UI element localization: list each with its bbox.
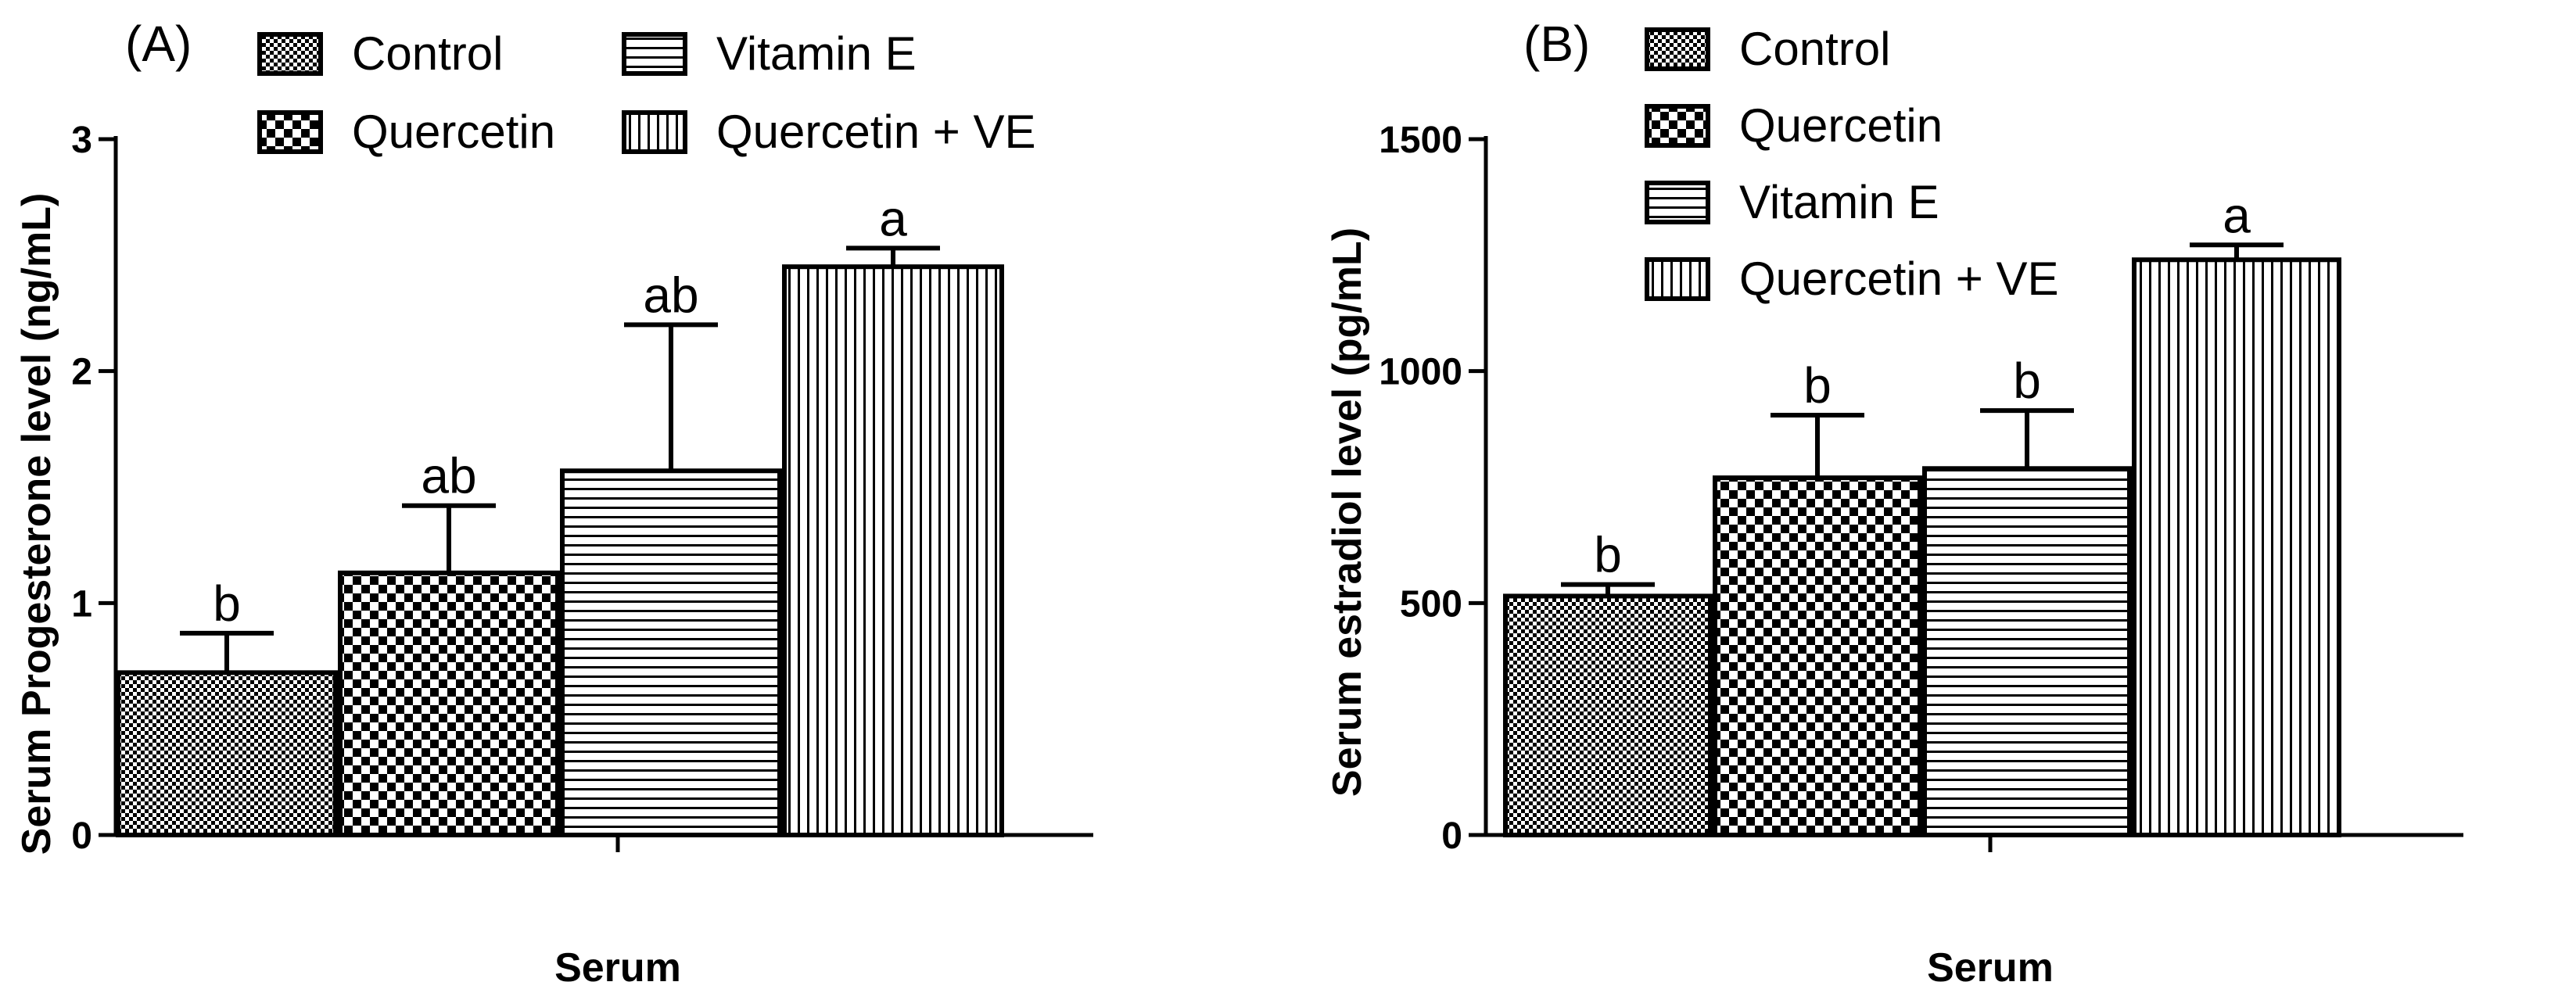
legend-swatch <box>1645 27 1710 71</box>
legend-label: Control <box>1739 23 1890 75</box>
legend-label: Quercetin <box>1739 99 1943 152</box>
legend-a: Control Quercetin Vitamin E Quercetin + VE <box>257 27 1036 158</box>
bar <box>338 570 560 837</box>
significance-label: ab <box>421 448 476 504</box>
significance-label: b <box>2013 353 2041 409</box>
x-axis-title-b: Serum <box>1927 945 2054 991</box>
legend-swatch <box>257 110 323 154</box>
significance-label: ab <box>643 267 698 323</box>
significance-label: b <box>1594 527 1622 583</box>
y-tick-label: 1000 <box>1379 352 1462 393</box>
y-tick-label: 500 <box>1400 583 1462 625</box>
panel-label-a: (A) <box>125 16 192 72</box>
legend-b: Control Quercetin Vitamin E Quercetin + VE <box>1645 23 2059 305</box>
significance-label: a <box>879 190 907 246</box>
chart-panel-b: (B) Serum estradiol level (pg/mL) Serum … <box>1325 16 2463 991</box>
y-tick-label: 1 <box>71 583 92 625</box>
legend-label: Vitamin E <box>1739 176 1939 228</box>
significance-label: b <box>1803 357 1832 414</box>
y-axis-title-a: Serum Progesterone level (ng/mL) <box>14 193 59 855</box>
y-tick-labels-a: 0 1 2 3 <box>71 120 92 857</box>
bar <box>1503 593 1713 838</box>
significance-label: b <box>213 575 241 632</box>
y-tick-labels-b: 0 500 1000 1500 <box>1379 120 1462 857</box>
bar <box>2132 257 2341 837</box>
legend-label: Quercetin <box>352 106 555 158</box>
bar <box>560 468 782 837</box>
legend-swatch <box>1645 257 1710 301</box>
y-tick-label: 2 <box>71 352 92 393</box>
x-axis-title-a: Serum <box>554 945 681 991</box>
chart-panel-a: (A) Serum Progesterone level (ng/mL) Ser… <box>14 16 1093 991</box>
y-tick-label: 1500 <box>1379 120 1462 161</box>
legend-swatch <box>622 32 687 76</box>
bar <box>782 264 1004 837</box>
bars-b: b b b a <box>1503 187 2341 838</box>
legend-label: Vitamin E <box>716 27 917 80</box>
bar <box>116 670 338 837</box>
panel-label-b: (B) <box>1523 16 1590 72</box>
legend-swatch <box>622 110 687 154</box>
y-tick-label: 3 <box>71 120 92 161</box>
bars-a: b ab ab a <box>116 190 1004 837</box>
y-tick-label: 0 <box>1441 815 1462 857</box>
significance-label: a <box>2223 187 2251 243</box>
legend-swatch <box>1645 181 1710 224</box>
legend-label: Quercetin + VE <box>716 106 1036 158</box>
bar <box>1713 475 1922 838</box>
y-tick-label: 0 <box>71 815 92 857</box>
legend-label: Control <box>352 27 503 80</box>
bar <box>1922 466 2132 837</box>
legend-swatch <box>1645 104 1710 148</box>
y-axis-title-b: Serum estradiol level (pg/mL) <box>1325 228 1370 797</box>
legend-label: Quercetin + VE <box>1739 253 2059 305</box>
legend-swatch <box>257 32 323 76</box>
